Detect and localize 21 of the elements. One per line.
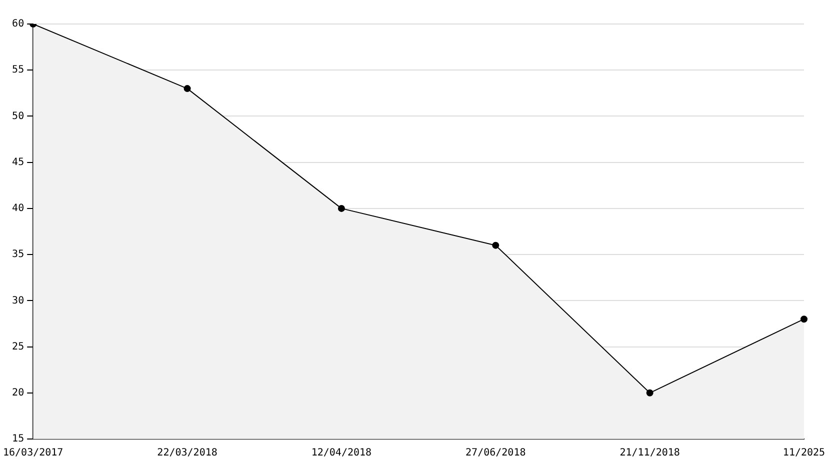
point — [800, 316, 808, 323]
point — [646, 389, 654, 396]
point — [184, 85, 191, 92]
y-tick-label: 45 — [12, 156, 24, 168]
y-tick-label: 25 — [12, 341, 24, 352]
x-tick-label: 16/03/2017 — [2, 448, 64, 459]
point — [492, 242, 500, 249]
point — [338, 204, 345, 212]
x-tick-label: 22/03/2018 — [157, 448, 218, 459]
x-tick-label: 11/2025 — [782, 448, 826, 459]
y-tick-label: 40 — [12, 203, 24, 214]
x-tick-label: 21/11/2018 — [620, 448, 680, 459]
y-tick-label: 50 — [12, 110, 24, 122]
y-tick-label: 15 — [12, 434, 24, 445]
y-tick-label: 60 — [12, 18, 24, 30]
y-tick-label: 35 — [12, 249, 24, 260]
y-tick-label: 20 — [12, 387, 24, 398]
y-tick-label: 30 — [12, 295, 24, 306]
x-tick-label: 12/04/2018 — [311, 448, 372, 459]
y-tick-label: 55 — [12, 64, 24, 76]
x-tick-label: 27/06/2018 — [466, 448, 526, 459]
